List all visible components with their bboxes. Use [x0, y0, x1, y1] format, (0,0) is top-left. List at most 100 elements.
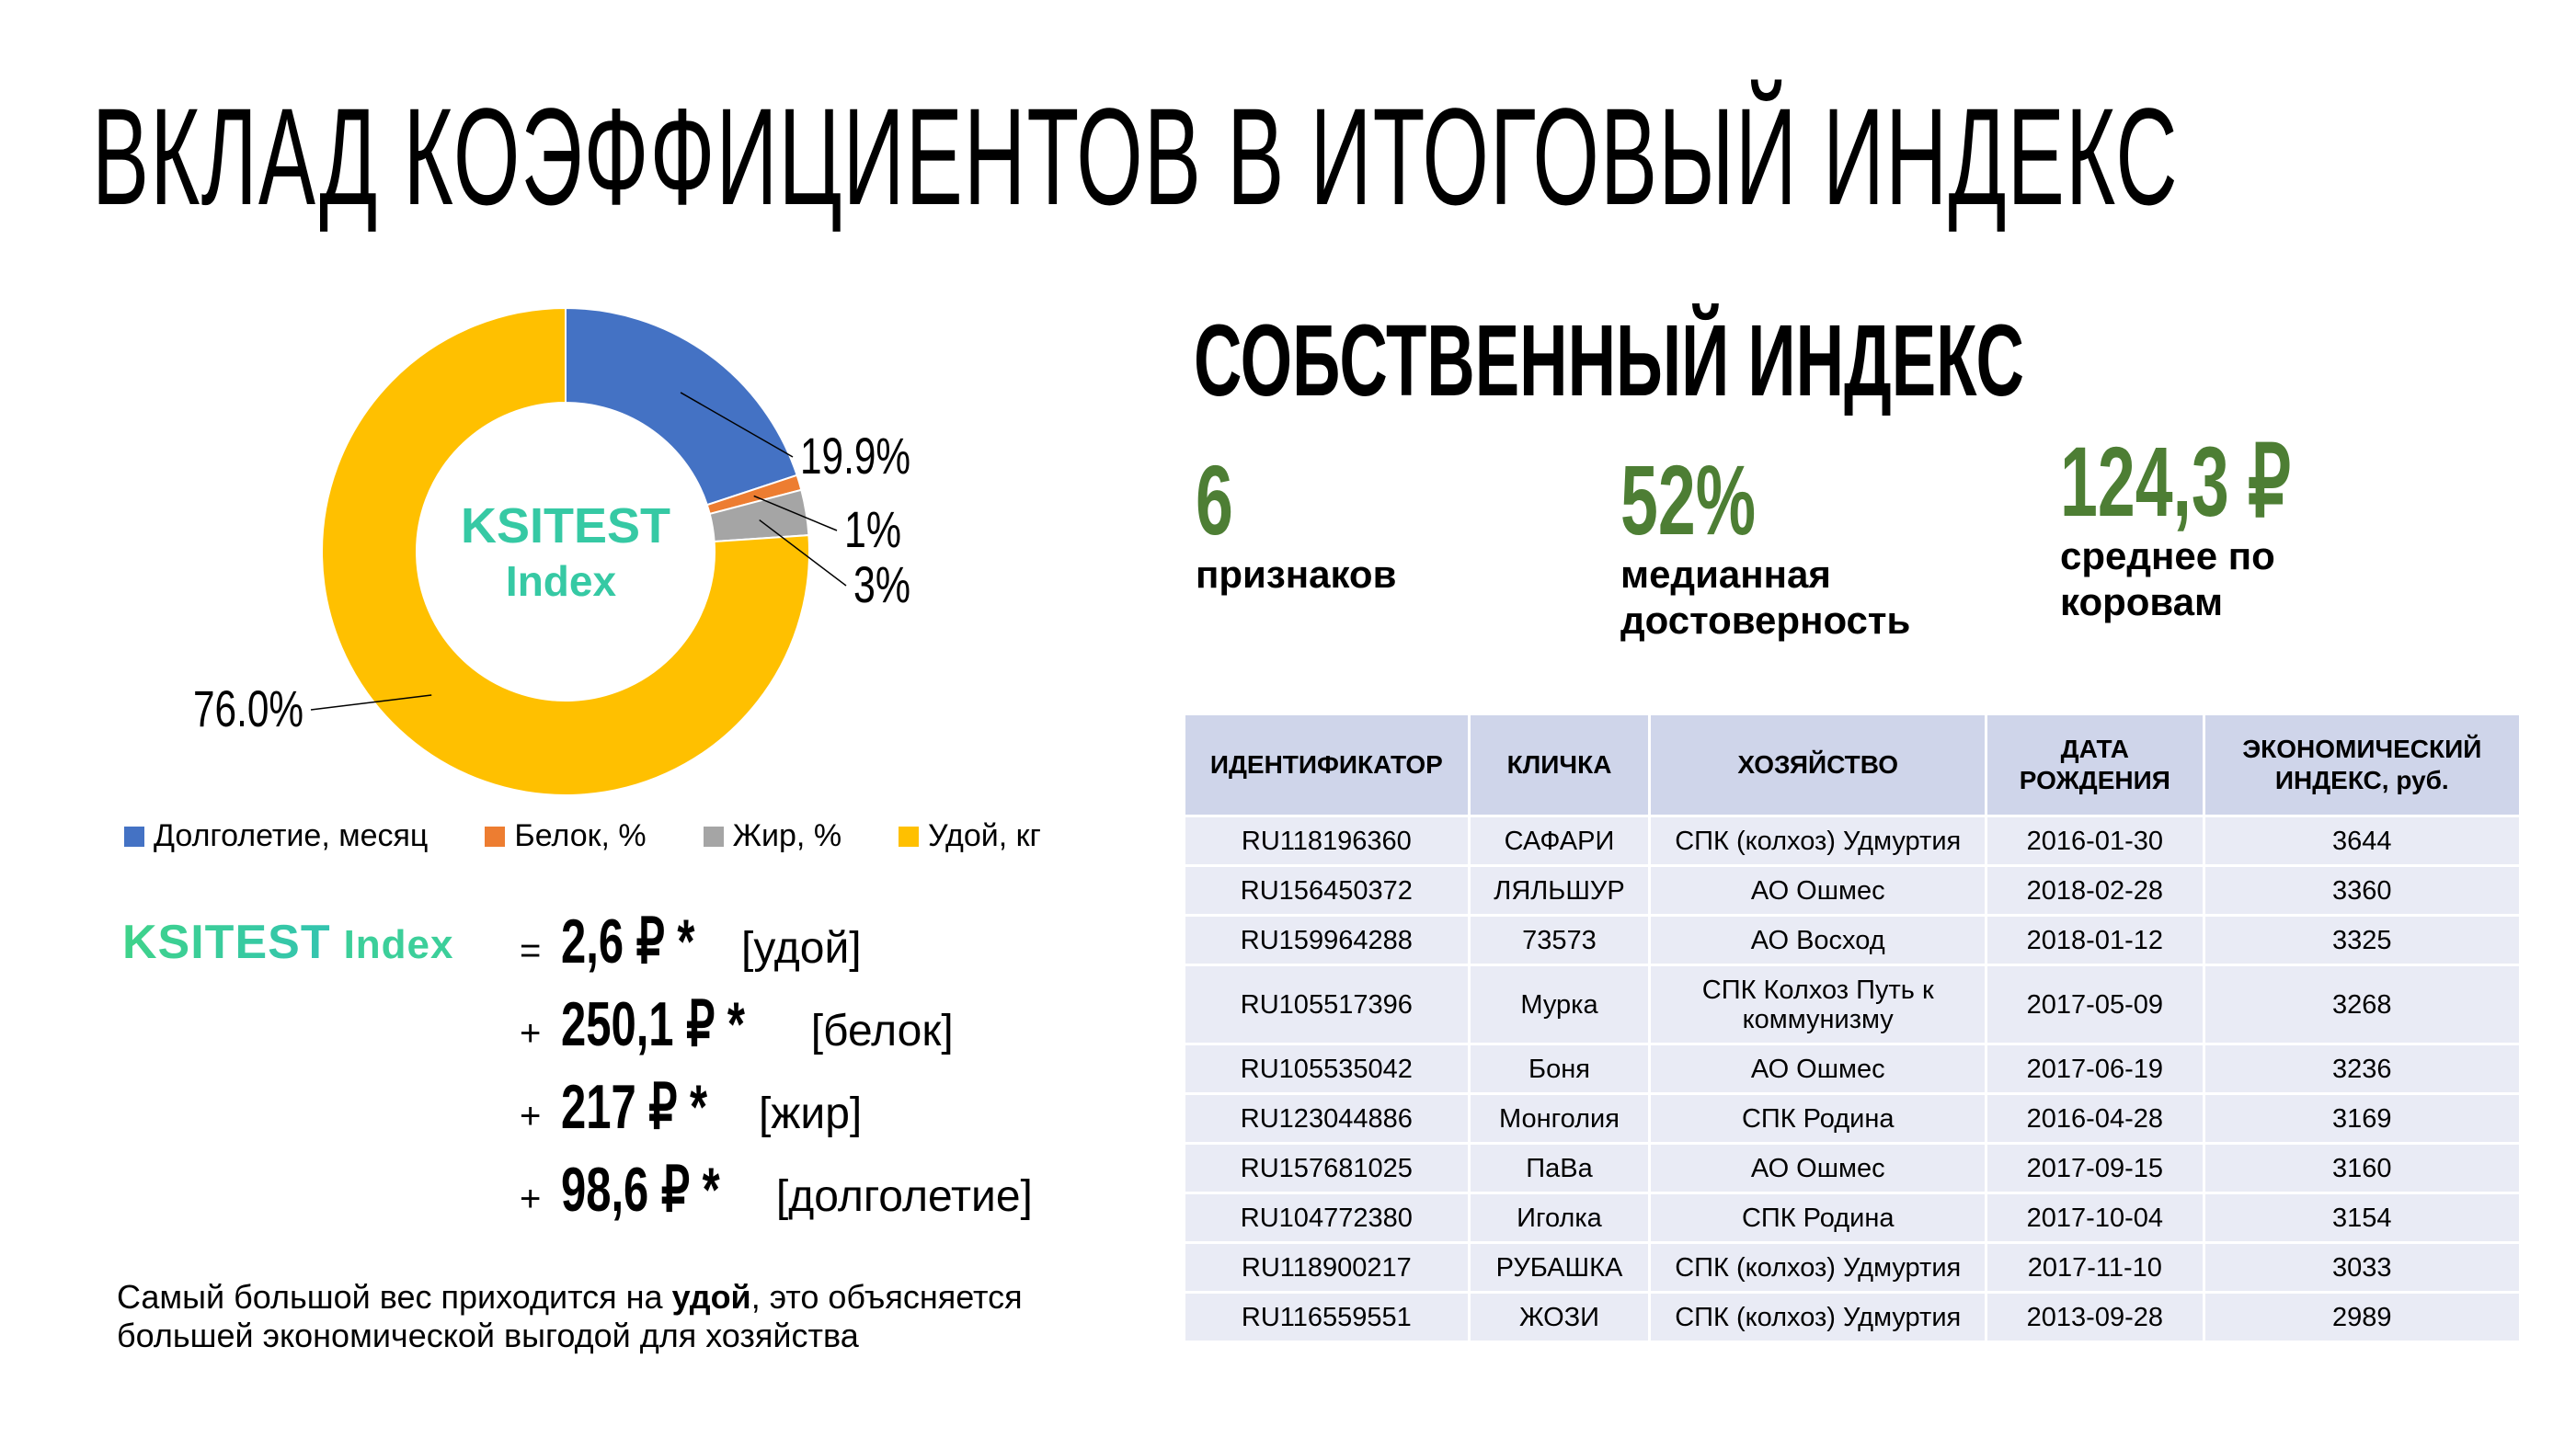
formula-coefficient: 98,6 ₽ *	[561, 1155, 720, 1225]
cell-index: 3033	[2202, 1241, 2523, 1294]
legend-label: Удой, кг	[928, 818, 1041, 853]
table-row: RU123044886 Монголия СПК Родина 2016-04-…	[1183, 1092, 2523, 1145]
leader-line	[753, 495, 838, 531]
stat-value: 52%	[1620, 444, 1756, 555]
chart-legend: Долголетие, месяц Белок, % Жир, % Удой, …	[124, 818, 1041, 854]
cell-index: 3325	[2202, 914, 2523, 966]
column-header-id: ИДЕНТИФИКАТОР	[1183, 713, 1471, 817]
formula-line-milk: = 2,6 ₽ * [удой]	[520, 906, 1033, 988]
cell-name: ЖОЗИ	[1467, 1291, 1652, 1343]
slice-longevity	[565, 306, 798, 507]
stat-label: среднее по коровам	[2060, 534, 2275, 623]
cell-birthdate: 2016-04-28	[1985, 1092, 2205, 1145]
cell-birthdate: 2017-09-15	[1985, 1142, 2205, 1194]
legend-swatch	[703, 826, 724, 847]
cell-id: RU156450372	[1183, 864, 1471, 917]
cell-farm: АО Ошмес	[1648, 1142, 1988, 1194]
cell-name: ПаВа	[1467, 1142, 1652, 1194]
cell-name: Монголия	[1467, 1092, 1652, 1145]
donut-chart: 19.9% 1%3% 76.0% KSITEST Index	[193, 306, 910, 796]
stat-reliability: 52% медианная достоверность	[1620, 451, 1952, 644]
column-header-name: КЛИЧКА	[1467, 713, 1652, 817]
formula-line-longevity: + 98,6 ₽ * [долголетие]	[520, 1154, 1033, 1237]
formula-brand: KSITEST Index	[122, 915, 454, 970]
center-brand-text: KSITEST	[461, 498, 670, 553]
leader-line	[759, 519, 847, 587]
cell-name: РУБАШКА	[1467, 1241, 1652, 1294]
column-header-farm: ХОЗЯЙСТВО	[1648, 713, 1988, 817]
leader-lines	[310, 392, 847, 711]
cell-index: 2989	[2202, 1291, 2523, 1343]
formula-line-protein: + 250,1 ₽ * [белок]	[520, 988, 1033, 1071]
cell-id: RU118900217	[1183, 1241, 1471, 1294]
legend-item-milk: Удой, кг	[899, 818, 1041, 854]
stat-label: признаков	[1196, 553, 1397, 596]
column-header-birthdate: ДАТА РОЖДЕНИЯ	[1985, 713, 2205, 817]
cell-id: RU105517396	[1183, 964, 1471, 1045]
legend-label: Белок, %	[514, 818, 647, 853]
cell-index: 3360	[2202, 864, 2523, 917]
cell-name: Боня	[1467, 1043, 1652, 1095]
cell-name: САФАРИ	[1467, 815, 1652, 867]
formula-variable: [удой]	[741, 924, 862, 973]
legend-item-protein: Белок, %	[485, 818, 647, 854]
label-fat: 3%	[853, 555, 910, 613]
brand-suffix: Index	[343, 922, 454, 967]
cell-birthdate: 2017-11-10	[1985, 1241, 2205, 1294]
cell-farm: СПК (колхоз) Удмуртия	[1648, 1241, 1988, 1294]
cell-id: RU159964288	[1183, 914, 1471, 966]
table-row: RU104772380 Иголка СПК Родина 2017-10-04…	[1183, 1192, 2523, 1244]
leader-line	[310, 694, 432, 711]
cell-farm: СПК (колхоз) Удмуртия	[1648, 815, 1988, 867]
cell-farm: СПК (колхоз) Удмуртия	[1648, 1291, 1988, 1343]
cell-index: 3160	[2202, 1142, 2523, 1194]
stat-features: 6 признаков	[1196, 451, 1396, 598]
table-row: RU118900217 РУБАШКА СПК (колхоз) Удмурти…	[1183, 1241, 2523, 1294]
legend-swatch	[485, 826, 506, 847]
cell-id: RU104772380	[1183, 1192, 1471, 1244]
footnote: Самый большой вес приходится на удой, эт…	[117, 1278, 1110, 1355]
cell-name: 73573	[1467, 914, 1652, 966]
cell-id: RU116559551	[1183, 1291, 1471, 1343]
cell-index: 3236	[2202, 1043, 2523, 1095]
formula-operator: +	[520, 1013, 542, 1054]
footnote-text-end: , это объясняется большей экономической …	[117, 1278, 1023, 1354]
page-title: ВКЛАД КОЭФФИЦИЕНТОВ В ИТОГОВЫЙ ИНДЕКС	[92, 79, 2179, 234]
formula-coefficient: 2,6 ₽ *	[561, 907, 695, 976]
label-longevity: 19.9%	[800, 427, 910, 485]
formula-operator: +	[520, 1179, 542, 1219]
cell-id: RU123044886	[1183, 1092, 1471, 1145]
formula-variable: [жир]	[758, 1090, 863, 1138]
donut-slices	[321, 306, 810, 796]
slice-milk	[321, 306, 810, 796]
column-header-index: ЭКОНОМИЧЕСКИЙ ИНДЕКС, руб.	[2202, 713, 2523, 817]
cell-birthdate: 2017-10-04	[1985, 1192, 2205, 1244]
cell-name: ЛЯЛЬШУР	[1467, 864, 1652, 917]
formula-operator: =	[520, 930, 542, 971]
brand-name: KSITEST	[122, 916, 331, 969]
table-row: RU159964288 73573 АО Восход 2018-01-12 3…	[1183, 914, 2523, 966]
cell-id: RU157681025	[1183, 1142, 1471, 1194]
label-milk: 76.0%	[193, 679, 303, 737]
cell-birthdate: 2016-01-30	[1985, 815, 2205, 867]
stat-average: 124,3 ₽ среднее по коровам	[2060, 432, 2354, 625]
center-index-text: Index	[506, 557, 617, 605]
stat-value: 124,3 ₽	[2060, 426, 2291, 537]
legend-label: Жир, %	[732, 818, 842, 853]
table-row: RU105517396 Мурка СПК Колхоз Путь к комм…	[1183, 964, 2523, 1045]
cell-birthdate: 2018-02-28	[1985, 864, 2205, 917]
cell-index: 3154	[2202, 1192, 2523, 1244]
cell-farm: СПК Колхоз Путь к коммунизму	[1648, 964, 1988, 1045]
label-protein: 1%	[844, 500, 901, 558]
cell-farm: АО Ошмес	[1648, 1043, 1988, 1095]
table-row: RU105535042 Боня АО Ошмес 2017-06-19 323…	[1183, 1043, 2523, 1095]
formula-operator: +	[520, 1096, 542, 1136]
table-row: RU116559551 ЖОЗИ СПК (колхоз) Удмуртия 2…	[1183, 1291, 2523, 1343]
formula-variable: [долголетие]	[775, 1172, 1033, 1221]
legend-swatch	[124, 826, 144, 847]
cell-farm: СПК Родина	[1648, 1092, 1988, 1145]
table-header-row: ИДЕНТИФИКАТОР КЛИЧКА ХОЗЯЙСТВО ДАТА РОЖД…	[1183, 713, 2523, 817]
cell-birthdate: 2013-09-28	[1985, 1291, 2205, 1343]
table-row: RU118196360 САФАРИ СПК (колхоз) Удмуртия…	[1183, 815, 2523, 867]
table-row: RU156450372 ЛЯЛЬШУР АО Ошмес 2018-02-28 …	[1183, 864, 2523, 917]
